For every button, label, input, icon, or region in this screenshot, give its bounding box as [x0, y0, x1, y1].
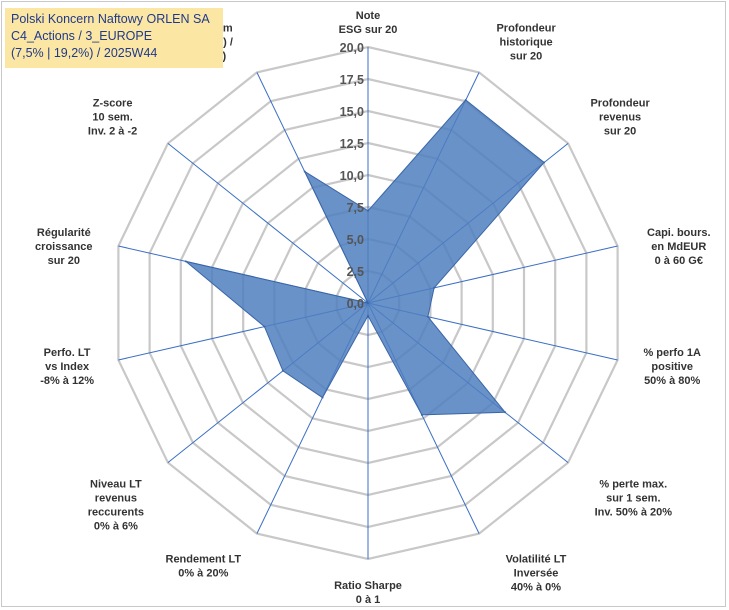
axis-label-line: 50% à 80% — [644, 375, 700, 387]
data-point — [367, 209, 369, 212]
tick-label: 5,0 — [347, 233, 364, 247]
axis-label: Z-score 10 sem. Inv. 2 à -2 — [88, 98, 137, 138]
axis-label-line: revenus — [599, 112, 641, 124]
axis-label-line: 0% à 6% — [94, 520, 138, 532]
tick-label: 7,5 — [347, 201, 364, 215]
data-area — [185, 99, 545, 416]
axis-label-line: Perfo. LT — [44, 347, 91, 359]
axis-label: % perfo 1A positive 50% à 80% — [643, 347, 701, 387]
tick-label: 0,0 — [347, 297, 364, 311]
axis-label: Profondeur revenus sur 20 — [590, 98, 650, 138]
axis-label-line: sur 20 — [48, 255, 80, 267]
axis-label-line: 40% à 0% — [511, 581, 561, 593]
axis-label: Niveau LT revenus reccurents 0% à 6% — [88, 478, 144, 532]
axis-label-line: Ratio Sharpe — [334, 580, 402, 592]
data-point — [504, 411, 507, 414]
axis-label-line: ESG sur 20 — [339, 24, 398, 36]
axis-label-line: 0 à 60 G€ — [655, 255, 703, 267]
axis-label-line: sur 20 — [604, 126, 636, 138]
axis-label-line: -8% à 12% — [40, 375, 94, 387]
data-point — [543, 161, 546, 164]
axis-label-line: historique — [500, 37, 553, 49]
data-point — [420, 413, 423, 416]
axis-label-line: 0 à 1 — [356, 594, 380, 606]
axis-label-line: Capi. bours. — [647, 227, 711, 239]
axis-spoke — [167, 143, 369, 304]
axis-label-line: sur 20 — [510, 51, 542, 63]
axis-label-line: Profondeur — [590, 98, 650, 110]
axis-label-line: Régularité — [37, 227, 91, 239]
axis-label-line: croissance — [35, 241, 92, 253]
axis-label: % perte max. sur 1 sem. Inv. 50% à 20% — [595, 478, 673, 518]
axis-label: Note ESG sur 20 — [339, 10, 398, 36]
axis-label-line: 0% à 20% — [178, 567, 228, 579]
data-point — [281, 369, 284, 372]
tick-label: 20,0 — [340, 41, 364, 55]
axis-label-line: Note — [356, 10, 380, 22]
data-point — [303, 170, 306, 173]
axis-label-line: 10 sem. — [92, 112, 132, 124]
tick-label: 12,5 — [340, 137, 364, 151]
chart-title-box: Polski Koncern Naftowy ORLEN SA C4_Actio… — [5, 8, 223, 68]
axis-label-line: Inversée — [514, 567, 559, 579]
axis-label: Capi. bours. en MdEUR 0 à 60 G€ — [647, 227, 711, 267]
axis-label-line: reccurents — [88, 506, 144, 518]
axis-label-line: vs Index — [45, 361, 90, 373]
axis-label-line: sur 1 sem. — [606, 492, 660, 504]
tick-label: 17,5 — [340, 73, 364, 87]
axis-label-line: en MdEUR — [651, 241, 706, 253]
axis-label: Ratio Sharpe 0 à 1 — [334, 580, 402, 606]
data-point — [426, 315, 429, 318]
axis-label-line: Niveau LT — [90, 478, 142, 490]
tick-label: 15,0 — [340, 105, 364, 119]
axis-label: Perfo. LT vs Index -8% à 12% — [40, 347, 94, 387]
chart-title-line2: C4_Actions / 3_EUROPE — [11, 29, 153, 43]
axis-label-line: Rendement LT — [166, 553, 242, 565]
data-point — [367, 302, 369, 304]
axis-label-line: positive — [651, 361, 693, 373]
data-point — [321, 396, 324, 399]
chart-title-line1: Polski Koncern Naftowy ORLEN SA — [11, 12, 210, 26]
axis-label-line: % perfo 1A — [643, 347, 701, 359]
axis-label-line: Volatilité LT — [506, 553, 567, 565]
axis-label: Régularité croissance sur 20 — [35, 227, 92, 267]
data-point — [433, 286, 436, 289]
data-point — [184, 260, 187, 263]
axis-label-line: revenus — [95, 492, 137, 504]
axis-label: Profondeur historique sur 20 — [496, 23, 556, 63]
axis-label: Volatilité LT Inversée 40% à 0% — [506, 553, 567, 593]
axis-label: Rendement LT 0% à 20% — [166, 553, 242, 579]
axis-label-line: Profondeur — [496, 23, 556, 35]
axis-label-line: Inv. 2 à -2 — [88, 126, 137, 138]
data-point — [464, 99, 467, 101]
data-point — [263, 325, 266, 328]
data-point — [367, 314, 369, 317]
chart-title-line3: (7,5% | 19,2%) / 2025W44 — [11, 46, 158, 60]
tick-label: 10,0 — [340, 169, 364, 183]
axis-label-line: Inv. 50% à 20% — [595, 506, 673, 518]
axis-label-line: Z-score — [93, 98, 133, 110]
tick-label: 2,5 — [347, 265, 364, 279]
axis-label-line: % perte max. — [599, 478, 667, 490]
